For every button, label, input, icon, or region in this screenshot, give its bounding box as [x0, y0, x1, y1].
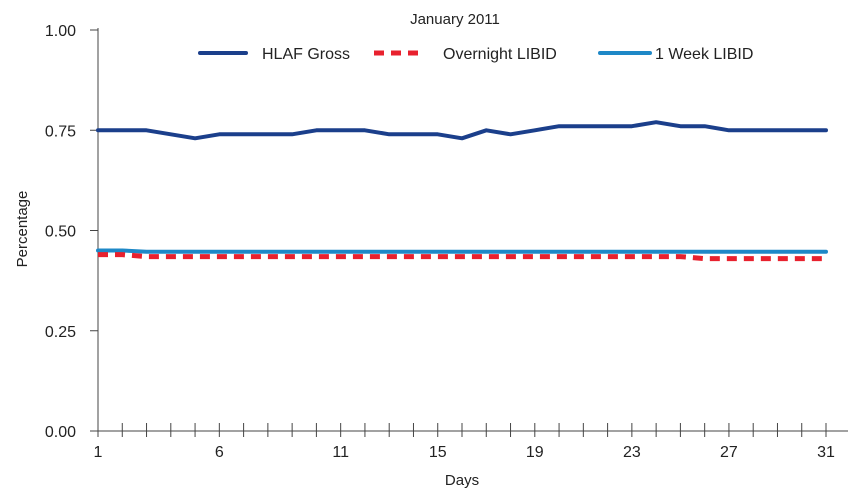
legend-label: 1 Week LIBID	[655, 46, 753, 63]
axes: 0.00 0.25 0.50 0.75 1.00 1 6 11 15 19 23 27 31	[45, 23, 848, 461]
legend: HLAF Gross Overnight LIBID 1 Week LIBID	[198, 46, 753, 63]
x-tick-label: 15	[429, 444, 447, 461]
y-tick-label: 0.75	[45, 123, 76, 140]
y-tick-label: 1.00	[45, 23, 76, 40]
y-tick-label: 0.00	[45, 424, 76, 441]
x-tick-label: 31	[817, 444, 835, 461]
x-tick-label: 11	[332, 444, 349, 461]
series-line-1-week-libid	[96, 248, 828, 254]
y-tick-label: 0.25	[45, 324, 76, 341]
x-tick-label: 27	[720, 444, 738, 461]
x-axis-title: Days	[445, 472, 479, 489]
x-tick-label: 6	[215, 444, 224, 461]
y-tick-label: 0.50	[45, 224, 76, 241]
series-line-overnight-libid	[98, 252, 826, 262]
x-tick-label: 23	[623, 444, 641, 461]
series-line-hlaf-gross	[96, 120, 828, 141]
x-tick-label: 1	[94, 444, 103, 461]
x-tick-label: 19	[526, 444, 544, 461]
y-axis-title: Percentage	[14, 191, 31, 268]
series-group	[96, 120, 828, 262]
legend-label: Overnight LIBID	[443, 46, 557, 63]
chart-title: January 2011	[410, 11, 500, 28]
legend-label: HLAF Gross	[262, 46, 350, 63]
